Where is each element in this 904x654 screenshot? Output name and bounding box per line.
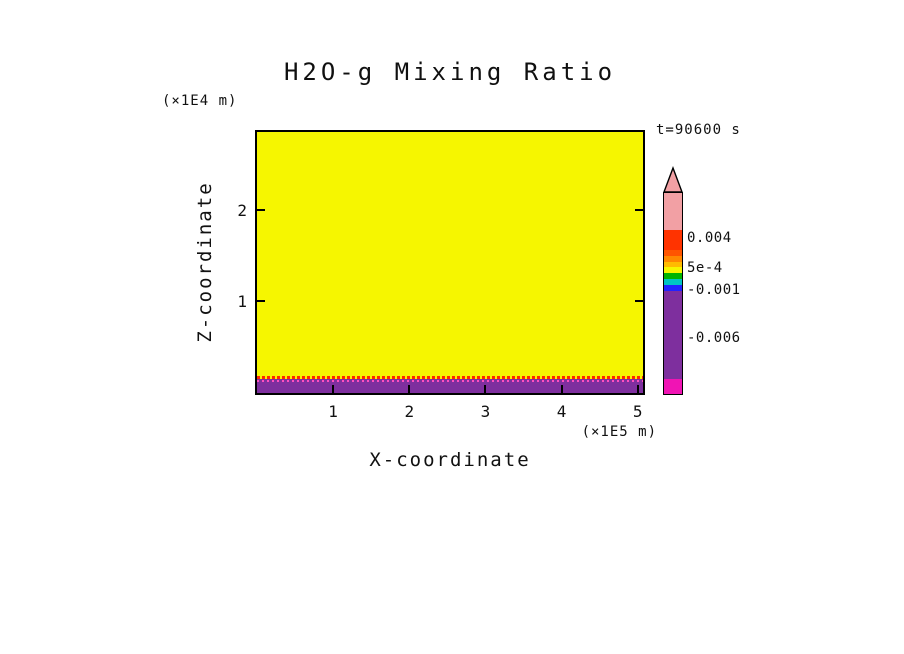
colorbar-segment: [664, 284, 682, 291]
colorbar: [662, 166, 684, 395]
colorbar-segment: [664, 261, 682, 268]
colorbar-level-label: 5e-4: [687, 260, 723, 277]
x-tick-label: 3: [480, 402, 491, 421]
y-tick-mark-right: [635, 208, 643, 211]
contour-positive-band: [257, 376, 643, 379]
x-tick-mark: [636, 385, 639, 393]
colorbar-arrow-icon: [663, 166, 683, 192]
colorbar-segment: [664, 279, 682, 285]
y-tick-mark-right: [635, 300, 643, 303]
colorbar-segment: [664, 273, 682, 280]
x-tick-label: 1: [328, 402, 338, 421]
colorbar-segment: [664, 290, 682, 379]
plot-area: [255, 130, 645, 395]
y-tick-label: 1: [237, 292, 247, 312]
y-axis-label: Z-coordinate: [194, 181, 216, 343]
colorbar-level-label: -0.001: [687, 282, 741, 299]
chart-title: H2O-g Mixing Ratio: [283, 58, 617, 86]
surface-negative-layer: [257, 379, 643, 393]
colorbar-segment: [664, 267, 682, 274]
timestamp-label: t=90600 s: [656, 122, 741, 138]
colorbar-level-label: -0.006: [687, 330, 741, 347]
colorbar-level-label: 0.004: [687, 230, 732, 247]
x-axis-label: X-coordinate: [369, 449, 531, 471]
colorbar-segment: [664, 230, 682, 250]
contour-pink-band: [257, 380, 643, 382]
x-tick-label: 4: [556, 402, 567, 421]
y-tick-label: 2: [237, 200, 247, 220]
x-axis-units: (×1E5 m): [581, 424, 657, 440]
y-tick-mark-left: [257, 208, 265, 211]
colorbar-bar: [663, 192, 683, 395]
y-tick-mark-left: [257, 300, 265, 303]
colorbar-segment: [664, 255, 682, 262]
x-tick-mark: [408, 385, 411, 393]
x-tick-mark: [560, 385, 563, 393]
x-tick-mark: [332, 385, 335, 393]
colorbar-segment: [664, 249, 682, 256]
colorbar-segment: [664, 378, 682, 394]
x-tick-label: 2: [404, 402, 415, 421]
y-axis-units: (×1E4 m): [162, 93, 238, 109]
colorbar-segment: [664, 193, 682, 231]
x-tick-label: 5: [632, 402, 643, 421]
x-tick-mark: [484, 385, 487, 393]
